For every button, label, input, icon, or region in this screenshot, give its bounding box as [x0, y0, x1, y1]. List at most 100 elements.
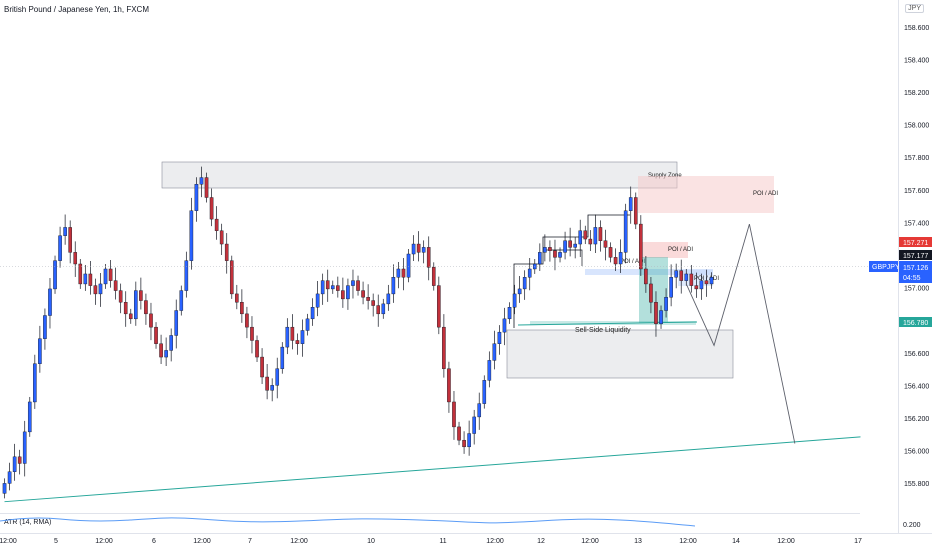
candle-body[interactable] — [669, 277, 673, 298]
candle-body[interactable] — [68, 227, 72, 253]
candle-body[interactable] — [38, 338, 42, 364]
candle-body[interactable] — [411, 243, 416, 255]
candle-body[interactable] — [300, 330, 305, 344]
candle-body[interactable] — [139, 290, 143, 301]
candle-body[interactable] — [164, 350, 168, 358]
candle-body[interactable] — [245, 313, 249, 328]
candle-body[interactable] — [472, 416, 476, 434]
candle-body[interactable] — [325, 280, 330, 290]
candle-body[interactable] — [623, 210, 628, 253]
candle-body[interactable] — [12, 456, 17, 472]
currency-badge[interactable]: JPY — [905, 4, 924, 13]
candle-body[interactable] — [341, 290, 345, 300]
supply-zone-box[interactable] — [161, 161, 678, 189]
candle-body[interactable] — [88, 273, 93, 286]
candle-body[interactable] — [704, 280, 709, 285]
candle-body[interactable] — [33, 363, 37, 403]
projected-path[interactable] — [685, 223, 796, 444]
candle-body[interactable] — [553, 250, 557, 258]
candle-body[interactable] — [98, 283, 103, 295]
candle-body[interactable] — [361, 290, 365, 298]
sell-side-zone-box[interactable] — [506, 329, 734, 379]
candle-body[interactable] — [406, 253, 411, 278]
candle-body[interactable] — [689, 273, 694, 286]
candle-body[interactable] — [118, 290, 123, 303]
candle-body[interactable] — [189, 210, 194, 261]
candle-body[interactable] — [280, 346, 285, 369]
candle-body[interactable] — [235, 293, 239, 303]
candle-body[interactable] — [310, 307, 315, 320]
candle-body[interactable] — [194, 183, 199, 211]
candle-body[interactable] — [568, 240, 572, 248]
candle-body[interactable] — [659, 310, 663, 325]
candle-body[interactable] — [603, 240, 608, 248]
candle-body[interactable] — [512, 293, 517, 308]
candle-body[interactable] — [674, 270, 678, 278]
candle-body[interactable] — [416, 243, 421, 253]
candle-body[interactable] — [679, 270, 684, 281]
candle-body[interactable] — [618, 252, 623, 265]
candle-body[interactable] — [558, 252, 562, 258]
candle-body[interactable] — [497, 331, 502, 344]
candle-body[interactable] — [709, 277, 714, 285]
candle-body[interactable] — [583, 230, 588, 240]
candle-body[interactable] — [154, 326, 158, 344]
candle-body[interactable] — [346, 285, 350, 300]
candle-body[interactable] — [169, 335, 173, 351]
candle-body[interactable] — [250, 326, 254, 341]
candle-body[interactable] — [113, 280, 118, 291]
candle-body[interactable] — [209, 197, 214, 220]
candle-body[interactable] — [396, 268, 401, 278]
candle-body[interactable] — [401, 268, 406, 278]
candle-body[interactable] — [58, 235, 62, 261]
candle-body[interactable] — [426, 247, 431, 268]
candle-body[interactable] — [144, 300, 148, 315]
candle-body[interactable] — [73, 252, 78, 265]
candle-body[interactable] — [538, 252, 542, 265]
candle-body[interactable] — [573, 243, 577, 248]
candle-body[interactable] — [174, 310, 179, 336]
candle-body[interactable] — [684, 273, 689, 281]
candle-body[interactable] — [219, 230, 224, 245]
candle-body[interactable] — [598, 227, 603, 241]
candle-body[interactable] — [527, 268, 532, 278]
candle-body[interactable] — [22, 431, 27, 464]
candle-body[interactable] — [108, 268, 113, 281]
candle-body[interactable] — [356, 280, 360, 291]
candle-body[interactable] — [315, 293, 320, 308]
candle-body[interactable] — [134, 290, 138, 320]
candle-body[interactable] — [214, 218, 219, 231]
candle-body[interactable] — [548, 247, 552, 251]
candle-body[interactable] — [366, 297, 370, 301]
candle-body[interactable] — [240, 302, 244, 315]
candle-body[interactable] — [654, 302, 658, 325]
candle-body[interactable] — [633, 197, 638, 225]
candle-body[interactable] — [522, 277, 527, 290]
candle-body[interactable] — [351, 280, 355, 286]
candle-body[interactable] — [7, 471, 12, 484]
candle-body[interactable] — [613, 257, 618, 265]
candle-body[interactable] — [431, 267, 436, 286]
atr-indicator-label[interactable]: ATR (14, RMA) — [4, 519, 52, 526]
candle-body[interactable] — [27, 401, 32, 433]
candle-body[interactable] — [664, 297, 668, 311]
candle-body[interactable] — [578, 230, 583, 245]
candle-body[interactable] — [593, 227, 598, 245]
candle-body[interactable] — [371, 300, 375, 306]
candle-body[interactable] — [2, 483, 7, 494]
candle-body[interactable] — [588, 238, 593, 245]
candle-body[interactable] — [376, 305, 381, 315]
candle-body[interactable] — [507, 307, 512, 320]
candle-body[interactable] — [63, 227, 67, 236]
candle-body[interactable] — [48, 288, 52, 316]
candle-body[interactable] — [563, 240, 567, 253]
candle-body[interactable] — [305, 318, 310, 331]
candle-body[interactable] — [391, 277, 396, 295]
candle-body[interactable] — [543, 247, 547, 253]
long-position-green[interactable] — [639, 257, 668, 323]
poi-zone-top[interactable] — [638, 176, 774, 213]
candle-body[interactable] — [275, 368, 280, 386]
candle-body[interactable] — [93, 285, 98, 295]
candle-body[interactable] — [452, 401, 456, 428]
